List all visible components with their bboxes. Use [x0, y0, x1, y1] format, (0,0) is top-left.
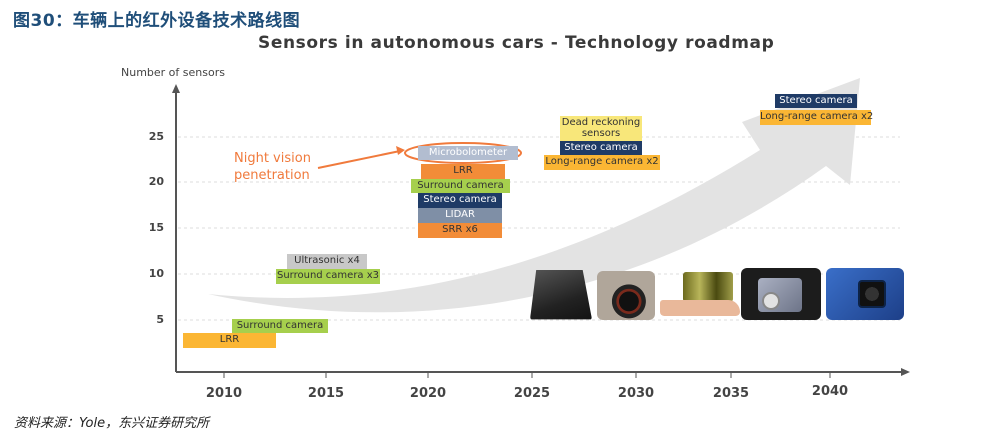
sensor-box-microbolometer-2020: Microbolometer — [418, 146, 518, 160]
x-tick-label: 2035 — [712, 386, 750, 401]
annotation-arrowhead — [396, 146, 405, 155]
sensor-box-lrr-2010: LRR — [183, 333, 276, 348]
y-axis-arrowhead — [172, 84, 180, 93]
chart-title: Sensors in autonomous cars - Technology … — [258, 33, 775, 53]
sensor-box-lrr-2020: LRR — [421, 164, 505, 179]
sensor-photo-hand — [660, 300, 740, 316]
source-note: 资料来源：Yole，东兴证券研究所 — [14, 416, 210, 431]
sensor-box-long-range-camera-2040: Long-range camera x2 — [760, 110, 873, 125]
y-tick-label: 15 — [148, 221, 164, 234]
y-tick-label: 10 — [148, 267, 164, 280]
sensor-photo-lidar — [683, 272, 733, 302]
figure-title: 图30：车辆上的红外设备技术路线图 — [13, 11, 301, 31]
x-tick-label: 2015 — [307, 386, 345, 401]
dead-reckoning-line1: Dead reckoning — [561, 117, 641, 128]
x-tick-label: 2025 — [513, 386, 551, 401]
sensor-box-stereo-camera-2040: Stereo camera — [775, 94, 857, 108]
sensor-box-surround-camera-x3-2015: Surround camera x3 — [276, 269, 380, 284]
dead-reckoning-line2: sensors — [581, 128, 621, 139]
sensor-box-surround-camera-2010: Surround camera — [232, 319, 328, 333]
trend-arrow — [208, 78, 860, 313]
x-ticks — [223, 372, 831, 378]
sensor-box-surround-camera-2020: Surround camera — [411, 179, 510, 193]
blue-camera-lens — [858, 280, 886, 308]
x-tick-label: 2040 — [811, 384, 849, 399]
sensor-box-stereo-camera-2020: Stereo camera — [418, 193, 502, 208]
sensor-box-srr-2020: SRR x6 — [418, 223, 502, 238]
sensor-photo-surround-camera — [597, 271, 655, 320]
sensor-box-lidar-2020: LIDAR — [418, 208, 502, 223]
sensor-box-stereo-camera-2025: Stereo camera — [560, 141, 642, 155]
x-axis-arrowhead — [901, 368, 910, 376]
thermal-camera-lens — [762, 292, 780, 310]
y-tick-label: 20 — [148, 175, 164, 188]
sensor-box-long-range-camera-2025: Long-range camera x2 — [544, 155, 660, 170]
x-tick-label: 2020 — [409, 386, 447, 401]
sensor-box-dead-reckoning-2025: Dead reckoning sensors — [560, 116, 642, 141]
sensor-photo-radar-bracket — [530, 270, 592, 320]
sensor-box-ultrasonic-2015: Ultrasonic x4 — [287, 254, 367, 269]
night-vision-annotation: Night vision penetration — [234, 150, 311, 184]
annotation-line2: penetration — [234, 168, 310, 183]
y-tick-label: 5 — [156, 313, 164, 326]
y-axis-label: Number of sensors — [121, 66, 225, 79]
microbolometer-highlight — [404, 142, 522, 164]
annotation-line1: Night vision — [234, 151, 311, 166]
x-tick-label: 2010 — [205, 386, 243, 401]
y-tick-label: 25 — [148, 130, 164, 143]
annotation-arrow — [317, 150, 401, 169]
x-tick-label: 2030 — [617, 386, 655, 401]
